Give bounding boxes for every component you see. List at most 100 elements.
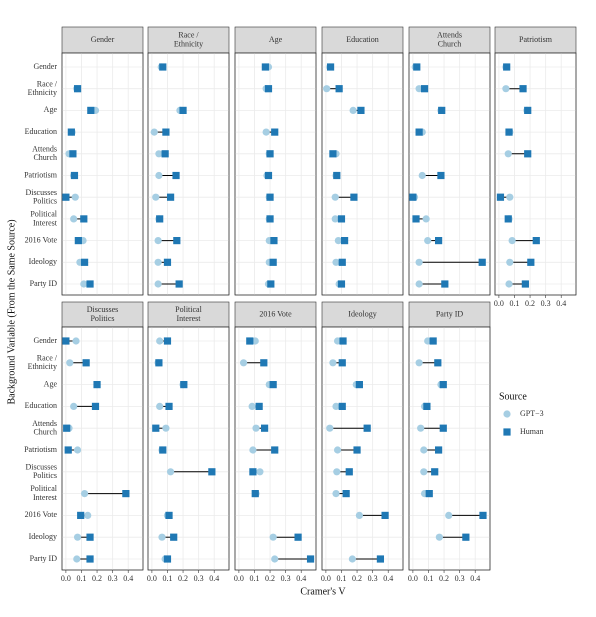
gpt-point [333,446,342,454]
human-point [267,280,275,288]
gpt-point [249,446,257,454]
human-point [434,359,442,367]
human-point [423,402,431,410]
x-tick-label: 0.1 [162,574,172,583]
gpt-point [326,424,334,432]
gpt-point [435,533,443,541]
gpt-point [84,511,92,519]
legend-title: Source [499,391,527,402]
panel [234,52,317,296]
human-point [357,106,365,114]
human-point [255,402,263,410]
x-tick-label: 0.1 [76,574,86,583]
human-point [179,106,187,114]
human-point [429,337,437,345]
human-point [63,424,71,432]
gpt-point [420,446,428,454]
human-point [270,237,278,245]
x-tick-label: 0.4 [209,574,219,583]
human-point [159,63,167,71]
facet-title: Race / Ethnicity [174,30,203,48]
gpt-point [415,258,423,266]
human-point [437,171,445,180]
y-tick-label: Discusses Politics [25,462,57,480]
human-point [479,511,487,519]
gpt-point [355,511,363,519]
human-point [249,468,257,476]
y-tick-label: Gender [33,336,57,345]
panel-border [408,326,491,571]
human-point [80,258,89,266]
human-point [82,359,90,367]
human-point [122,490,130,498]
x-tick-label: 0.0 [61,574,71,583]
gpt-point [155,171,163,180]
x-tick-label: 0.2 [265,574,275,583]
panel-border [321,52,404,296]
gpt-point [80,490,89,498]
human-point [381,511,389,519]
human-point [93,381,101,389]
facet-title: Patriotism [519,35,553,44]
human-point [532,237,540,245]
human-point [504,215,512,223]
human-point [271,446,279,454]
human-point [170,533,178,541]
gpt-point [70,215,78,223]
human-point [246,337,254,345]
human-point [376,555,385,563]
panel-border [408,52,491,296]
gpt-point [73,446,82,454]
gpt-point [504,150,512,158]
human-point [409,193,417,201]
human-point [496,193,505,201]
gpt-point [73,533,82,541]
human-point [80,215,88,223]
facet-title: Gender [91,35,115,44]
human-point [73,85,82,93]
panel [494,52,577,296]
x-tick-label: 0.3 [194,574,204,583]
gpt-point [72,337,80,345]
x-tick-label: 0.1 [336,574,346,583]
x-tick-label: 0.2 [439,574,449,583]
x-tick-label: 0.3 [281,574,291,583]
gpt-point [418,171,426,180]
human-point [152,424,160,432]
human-point [264,171,273,180]
facet-strip [494,26,577,54]
human-point [329,150,337,158]
human-point [350,193,358,201]
gpt-point [424,237,432,245]
x-tick-label: 0.4 [383,574,393,583]
human-point [521,280,529,288]
human-point [338,359,346,367]
human-point [340,237,349,245]
human-point [363,424,371,432]
human-point [74,237,82,245]
human-point [208,468,216,476]
facet-strip [408,301,491,328]
gpt-point [154,280,162,288]
y-tick-label: Ideology [29,257,57,266]
human-point [266,150,274,158]
human-point [173,237,181,245]
gpt-point [323,85,331,93]
legend-marker [503,428,511,436]
panel-border [494,52,577,296]
y-tick-label: Education [25,401,57,410]
panel-border [61,52,144,296]
gpt-point [502,85,510,93]
facet-title: Political Interest [175,305,202,323]
facet-title: Education [346,35,378,44]
y-tick-label: Attends Church [32,144,57,162]
human-point [412,215,420,223]
human-point [156,215,164,223]
human-point [355,381,363,389]
human-point [91,402,100,410]
human-point [524,150,532,158]
facet-strip [147,26,230,54]
human-point [420,85,429,93]
human-point [162,128,170,136]
